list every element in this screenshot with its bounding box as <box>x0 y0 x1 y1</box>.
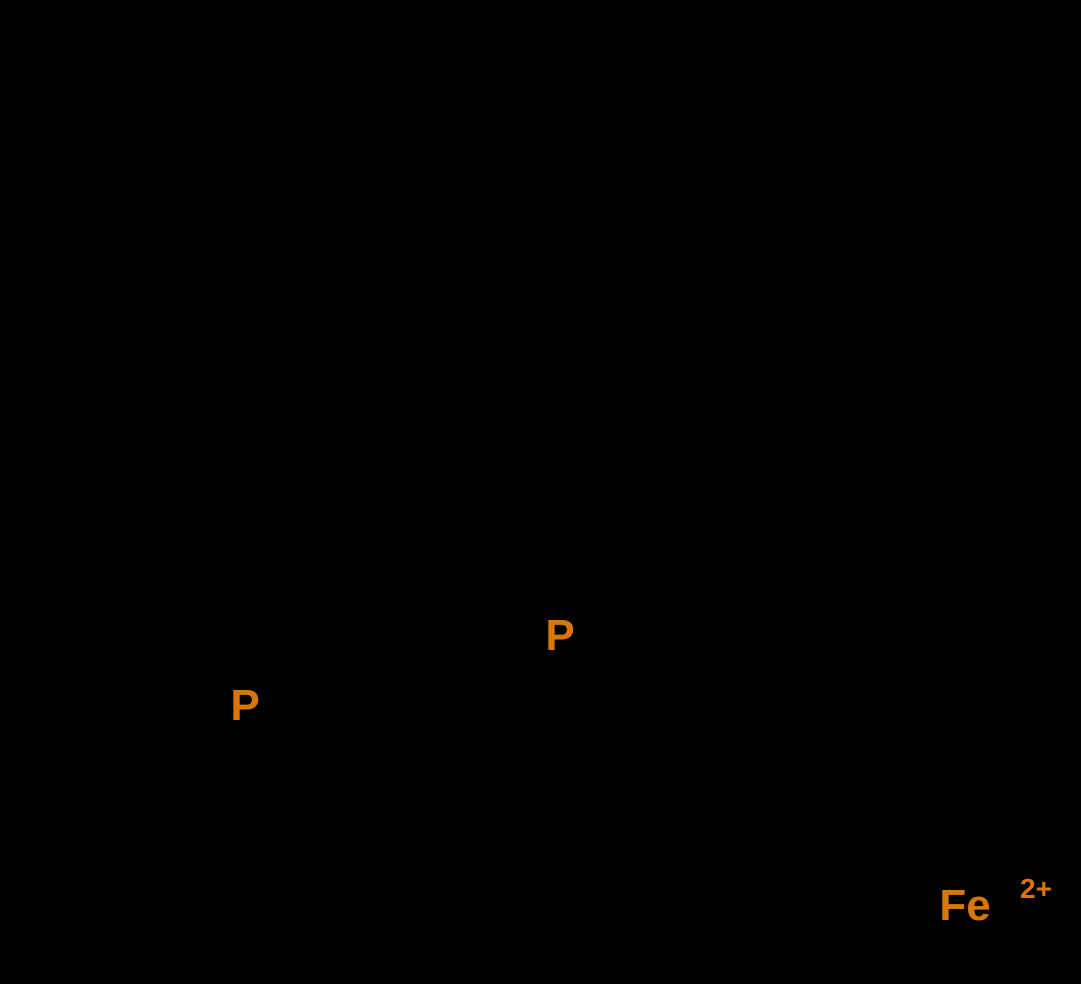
diagram-background <box>0 0 1081 984</box>
atom-label-Fe: Fe <box>939 881 990 930</box>
atom-label-P1: P <box>230 681 259 730</box>
atom-charge-Fe: 2+ <box>1020 873 1052 904</box>
atom-label-P2: P <box>545 611 574 660</box>
molecule-diagram: P P Fe 2+ <box>0 0 1081 984</box>
